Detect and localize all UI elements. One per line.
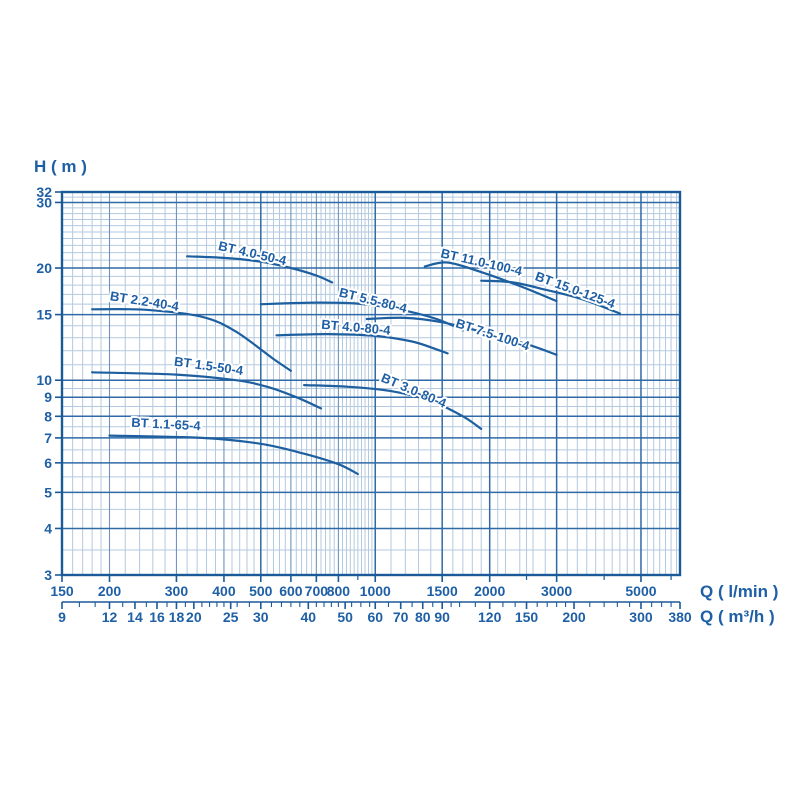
x-tick-label-lmin: 3000 [541, 583, 572, 599]
y-tick-label: 4 [44, 520, 52, 536]
pump-curves [91, 255, 621, 476]
x-tick-label-m3h: 150 [515, 609, 539, 625]
x-tick-label-m3h: 80 [415, 609, 431, 625]
plot-border [60, 190, 682, 577]
curve-label: BT 7.5-100-4 [454, 316, 532, 354]
y-tick-label: 3 [44, 567, 52, 583]
y-tick-label: 10 [36, 372, 52, 388]
x-tick-label-lmin: 200 [98, 583, 122, 599]
curve-bt-3-0-80-4 [303, 384, 483, 430]
x-axis-title-lmin: Q ( l/min ) [700, 582, 778, 601]
y-tick-label: 20 [36, 260, 52, 276]
x-tick-label-m3h: 9 [58, 609, 66, 625]
x-tick-label-lmin: 300 [165, 583, 189, 599]
x-tick-label-m3h: 40 [301, 609, 317, 625]
curve-label: BT 1.1-65-4 [131, 415, 202, 434]
x-tick-label-m3h: 18 [169, 609, 185, 625]
y-tick-label: 7 [44, 430, 52, 446]
y-axis-title: H ( m ) [34, 157, 87, 176]
x-tick-label-m3h: 90 [434, 609, 450, 625]
x-tick-label-lmin: 1500 [427, 583, 458, 599]
x-tick-label-m3h: 16 [149, 609, 165, 625]
x-tick-label-lmin: 1000 [360, 583, 391, 599]
curve-label: BT 11.0-100-4 [439, 245, 524, 278]
y-tick-label: 8 [44, 408, 52, 424]
x-tick-label-m3h: 300 [629, 609, 653, 625]
x-tick-label-lmin: 700 [305, 583, 329, 599]
x-tick-label-m3h: 20 [186, 609, 202, 625]
curve-bt-2-2-40-4 [91, 308, 292, 372]
x-tick-label-lmin: 5000 [625, 583, 656, 599]
x-tick-label-m3h: 14 [127, 609, 143, 625]
curve-bt-11-0-100-4 [423, 261, 558, 303]
curve-bt-1-5-50-4 [91, 371, 323, 410]
x-tick-label-lmin: 600 [279, 583, 303, 599]
x-tick-label-m3h: 12 [102, 609, 118, 625]
curve-label: BT 5.5-80-4 [338, 285, 410, 317]
x-tick-label-m3h: 70 [393, 609, 409, 625]
x-tick-label-m3h: 25 [223, 609, 239, 625]
curve-bt-4-0-50-4 [186, 255, 334, 284]
x-tick-label-m3h: 60 [367, 609, 383, 625]
curve-bt-4-0-80-4 [275, 332, 449, 355]
y-tick-label: 6 [44, 455, 52, 471]
x-tick-label-m3h: 120 [478, 609, 502, 625]
x-axis-title-m3h: Q ( m³/h ) [700, 607, 775, 626]
y-tick-label: 32 [36, 184, 52, 200]
y-tick-label: 5 [44, 484, 52, 500]
x-tick-label-m3h: 380 [668, 609, 692, 625]
x-tick-label-m3h: 30 [253, 609, 269, 625]
x-tick-label-m3h: 50 [337, 609, 353, 625]
x-tick-label-lmin: 800 [327, 583, 351, 599]
curve-bt-15-0-125-4 [480, 279, 621, 315]
curve-bt-1-1-65-4 [108, 434, 359, 476]
y-tick-label: 15 [36, 307, 52, 323]
y-tick-label: 9 [44, 389, 52, 405]
x-tick-label-lmin: 2000 [474, 583, 505, 599]
x-tick-label-lmin: 400 [212, 583, 236, 599]
y-tick-label: 30 [36, 194, 52, 210]
grid [60, 190, 682, 577]
x-tick-label-m3h: 200 [562, 609, 586, 625]
curve-bt-7-5-100-4 [365, 316, 558, 356]
curve-bt-5-5-80-4 [259, 301, 464, 332]
curve-label: BT 4.0-50-4 [217, 238, 289, 268]
x-tick-label-lmin: 500 [249, 583, 273, 599]
x-tick-label-lmin: 150 [50, 583, 74, 599]
